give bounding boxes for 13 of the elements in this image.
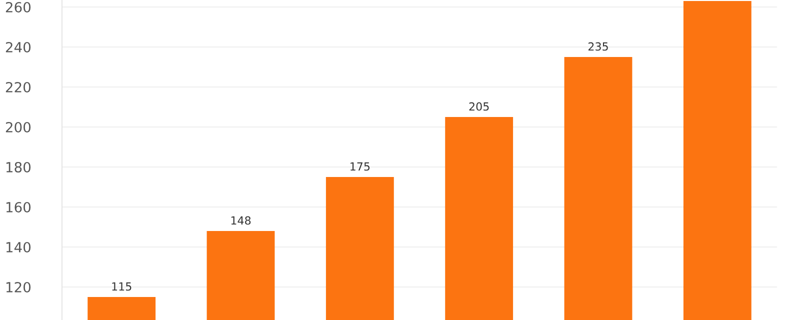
y-tick-label: 160 [6,202,31,212]
y-tick-label: 260 [6,2,31,12]
data-label: 148 [231,216,251,225]
y-tick-label: 140 [6,242,31,252]
data-label: 205 [469,102,489,111]
y-tick-label: 120 [6,282,31,292]
y-tick-label: 220 [6,82,31,92]
data-label: 115 [112,282,132,291]
y-tick-label: 180 [6,162,31,172]
y-tick-label: 200 [6,122,31,132]
data-label: 175 [350,162,370,171]
data-label: 235 [588,42,608,51]
y-tick-label: 240 [6,42,31,52]
